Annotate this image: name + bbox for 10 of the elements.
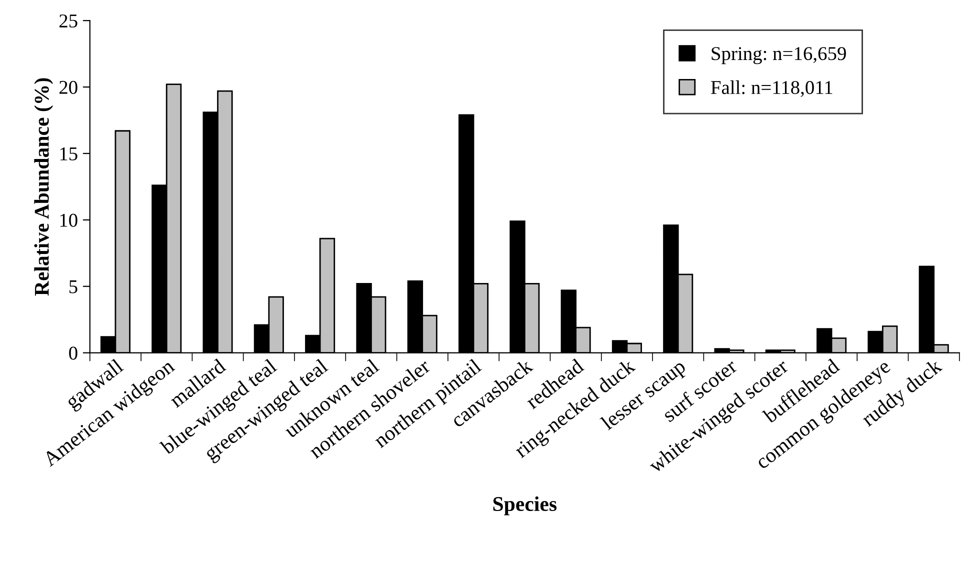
y-tick-label: 10 bbox=[60, 214, 78, 227]
x-axis-title: Species bbox=[493, 496, 557, 516]
legend-label: Fall: n=118,011 bbox=[711, 80, 832, 97]
y-tick-label: 5 bbox=[69, 280, 78, 294]
y-axis-title: Relative Abundance (%) bbox=[34, 78, 54, 296]
y-tick-label: 20 bbox=[59, 80, 78, 94]
legend-label: Spring: n=16,659 bbox=[712, 47, 846, 64]
y-tick-label: 0 bbox=[69, 346, 78, 360]
y-tick-label: 25 bbox=[59, 14, 78, 28]
y-tick-label: 15 bbox=[60, 147, 78, 160]
